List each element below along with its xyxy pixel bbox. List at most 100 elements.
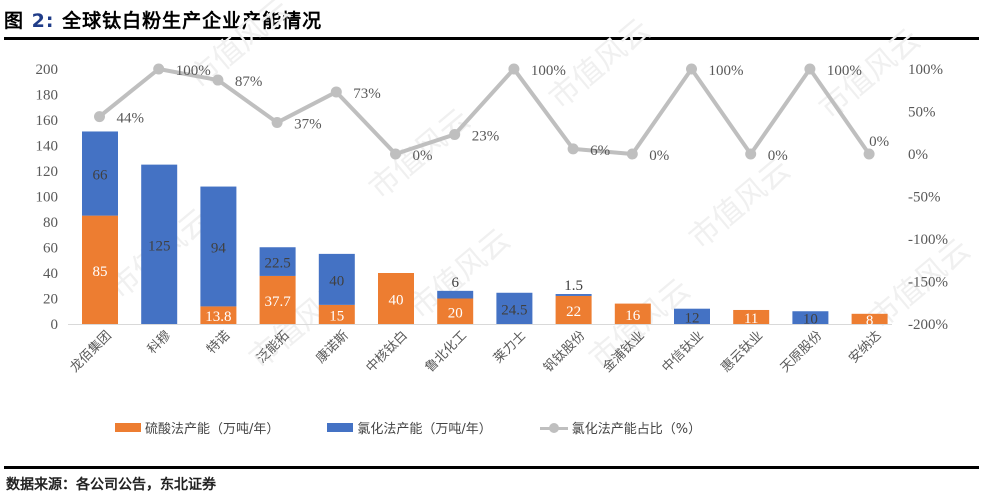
- x-axis-category-label: 惠云钛业: [718, 328, 765, 375]
- left-axis-tick: 100: [36, 190, 59, 206]
- bar-chloride: [141, 164, 178, 324]
- bar-chloride-label: 12: [685, 310, 700, 326]
- x-axis-category-label: 钒钛股份: [540, 328, 587, 375]
- bar-sulfate: [378, 273, 414, 324]
- right-axis-tick: 100%: [908, 62, 943, 78]
- ratio-point-label: 100%: [531, 63, 566, 79]
- x-axis-category-label: 龙佰集团: [67, 328, 114, 375]
- bar-chloride: [792, 311, 829, 324]
- ratio-point-label: 0%: [768, 148, 788, 164]
- ratio-line-marker-icon: [539, 422, 568, 434]
- x-axis-category-label: 康诺斯: [313, 328, 351, 366]
- ratio-point: [567, 143, 579, 155]
- left-axis-tick: 140: [36, 139, 59, 155]
- sulfate-swatch-icon: [115, 423, 141, 432]
- ratio-point: [804, 63, 816, 75]
- x-axis-category-label: 安纳达: [846, 328, 884, 366]
- legend-label-chloride: 氯化法产能（万吨/年）: [357, 422, 492, 437]
- bar-chloride-label: 24.5: [501, 302, 527, 318]
- bar-sulfate: [555, 295, 592, 324]
- legend-label-sulfate: 硫酸法产能（万吨/年）: [145, 422, 280, 437]
- left-axis-tick: 20: [43, 292, 58, 308]
- right-axis-tick: -150%: [908, 275, 948, 291]
- chloride-swatch-icon: [327, 423, 354, 432]
- bar-sulfate-label: 11: [744, 311, 758, 327]
- x-axis-category-label: 天原股份: [777, 328, 824, 375]
- ratio-point-label: 6%: [590, 143, 610, 159]
- bar-chloride: [674, 308, 710, 324]
- bar-sulfate: [82, 215, 118, 324]
- bar-sulfate-label: 15: [329, 308, 344, 324]
- bar-sulfate: [200, 306, 237, 324]
- top-rule: [4, 37, 979, 40]
- right-axis-tick: 0%: [908, 147, 928, 163]
- bar-chloride-label: 66: [93, 168, 109, 184]
- ratio-point-label: 0%: [413, 148, 433, 164]
- right-axis-tick: -200%: [908, 317, 948, 333]
- bar-sulfate-label: 16: [625, 308, 641, 324]
- bar-sulfate: [851, 313, 888, 324]
- ratio-point-label: 87%: [235, 74, 263, 90]
- bar-chloride-label: 10: [803, 312, 818, 328]
- x-axis-labels: 龙佰集团 科穆 特诺 泛能拓 康诺斯 中核钛白 鲁北化工 莱力士 钒钛股份 金浦钛业 中信钛业 惠云钛…: [67, 328, 884, 375]
- ratio-point: [626, 148, 638, 160]
- bar-sulfate-label: 37.7: [264, 294, 291, 310]
- figure-label: 图: [4, 10, 25, 32]
- bar-sulfate-label: 40: [389, 293, 404, 309]
- ratio-point: [212, 74, 224, 86]
- x-axis-category-label: 中信钛业: [659, 328, 706, 375]
- bar-sulfate-label: 20: [448, 305, 463, 321]
- ratio-point-label: 23%: [472, 128, 500, 144]
- figure-number: 2:: [31, 10, 55, 32]
- bar-chloride: [496, 292, 533, 324]
- left-y-axis: 0 20 40 60 80 100 120 140 160 180 200: [36, 62, 59, 333]
- legend-item-ratio: 氯化法产能占比（%）: [539, 418, 702, 437]
- ratio-point-label: 100%: [827, 63, 862, 79]
- right-axis-tick: 50%: [908, 105, 936, 121]
- bar-sulfate: [259, 275, 296, 324]
- bar-sulfate-label: 22: [566, 304, 581, 320]
- ratio-point: [390, 148, 401, 160]
- bar-chloride-label: 40: [329, 273, 344, 289]
- bar-sulfate: [437, 298, 474, 324]
- left-axis-tick: 180: [36, 88, 59, 104]
- ratio-point: [686, 63, 697, 75]
- ratio-point: [330, 86, 342, 98]
- ratio-line: 44% 100% 87% 37% 73% 0% 23% 100% 6% 0% 100% 0% 100% 0…: [94, 63, 889, 164]
- x-axis-category-label: 中核钛白: [363, 328, 410, 375]
- bar-sulfate: [733, 309, 770, 324]
- ratio-point: [271, 117, 283, 129]
- bars: 85 66 125 13.8 94 37.7 22.5 15 40 40 20 6 24.5 22 1.5 1…: [82, 131, 888, 329]
- chart-plot: 市值风云市值风云市值风云市值风云市值风云市值风云市值风云市值风云市值风云市值风云…: [36, 0, 977, 375]
- bar-sulfate-label: 13.8: [205, 309, 231, 325]
- right-y-axis: -200% -150% -100% -50% 0% 50% 100%: [908, 62, 948, 333]
- ratio-point-label: 100%: [709, 63, 744, 79]
- x-axis-category-label: 科穆: [144, 328, 173, 357]
- left-axis-tick: 40: [43, 266, 58, 282]
- ratio-point: [745, 148, 757, 160]
- bar-chloride-label: 1.5: [564, 278, 583, 294]
- bar-sulfate-label: 8: [866, 313, 874, 329]
- watermark-text: 市值风云: [683, 153, 796, 255]
- ratio-point-label: 100%: [176, 63, 211, 79]
- legend: 硫酸法产能（万吨/年） 氯化法产能（万吨/年） 氯化法产能占比（%）: [115, 418, 749, 437]
- ratio-point: [153, 63, 165, 75]
- left-axis-tick: 80: [43, 215, 58, 231]
- left-axis-tick: 120: [36, 164, 59, 180]
- ratio-point: [863, 148, 875, 160]
- left-axis-tick: 0: [51, 317, 59, 333]
- bar-chloride-label: 22.5: [264, 256, 290, 272]
- ratio-point-label: 37%: [294, 117, 322, 133]
- ratio-point-label: 0%: [649, 148, 669, 164]
- left-axis-tick: 200: [36, 62, 59, 78]
- ratio-point: [94, 111, 105, 123]
- legend-item-chloride: 氯化法产能（万吨/年）: [327, 418, 492, 437]
- ratio-point-label: 44%: [117, 111, 145, 127]
- legend-item-sulfate: 硫酸法产能（万吨/年）: [115, 418, 279, 437]
- ratio-polyline: [98, 67, 871, 156]
- x-axis-category-label: 特诺: [204, 328, 233, 357]
- left-axis-tick: 60: [43, 241, 58, 257]
- ratio-point-label: 73%: [353, 86, 381, 102]
- x-axis-category-label: 鲁北化工: [422, 328, 469, 375]
- legend-label-ratio: 氯化法产能占比（%）: [571, 422, 702, 437]
